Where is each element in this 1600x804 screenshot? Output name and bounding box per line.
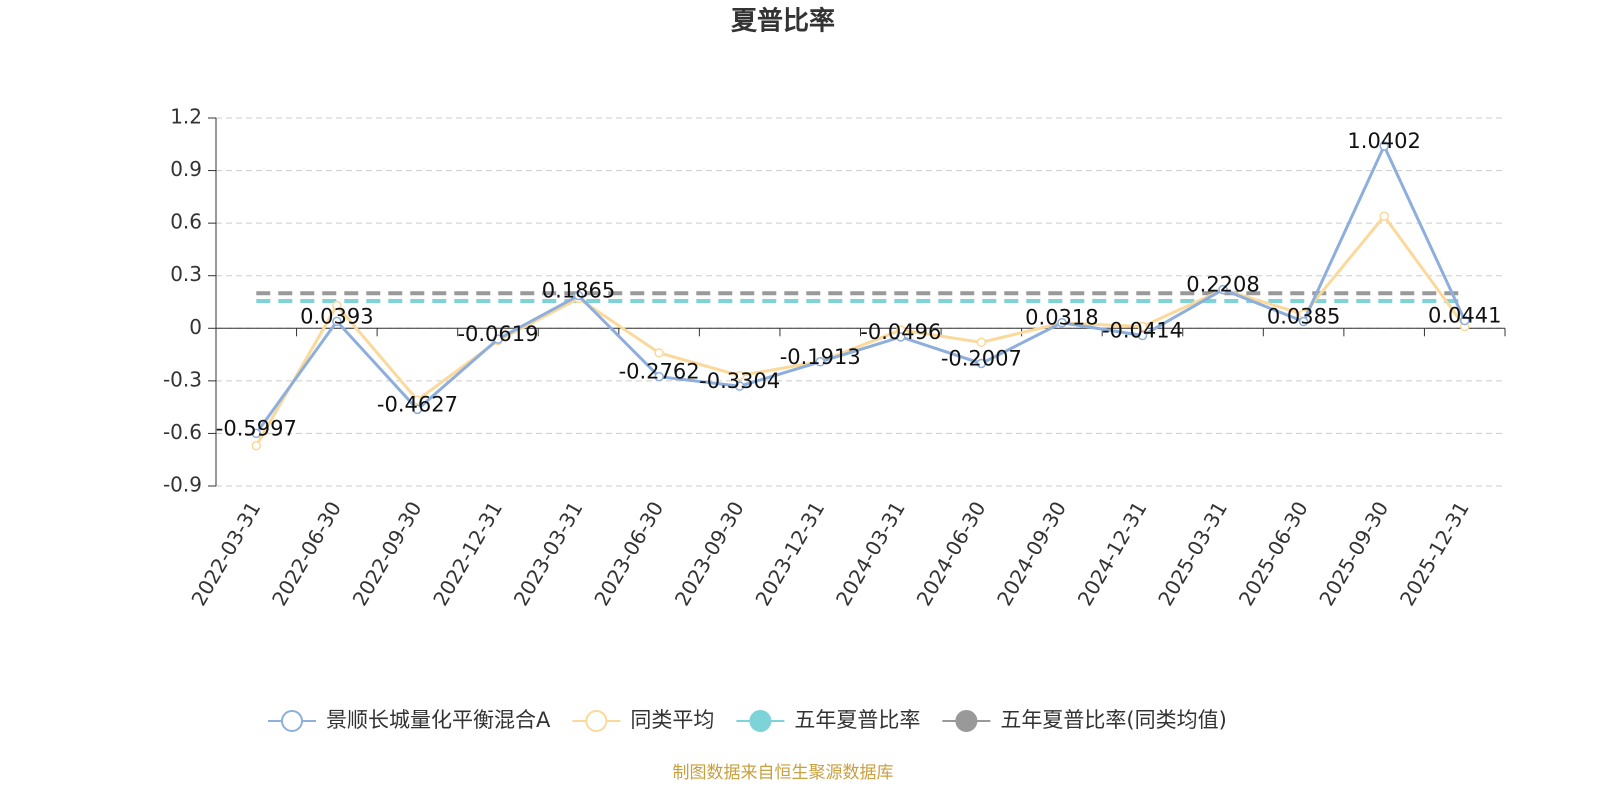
legend-marker <box>955 710 978 732</box>
data-label: 0.2208 <box>1186 273 1259 297</box>
x-tick-label: 2025-03-31 <box>1153 497 1232 610</box>
point <box>1218 284 1228 295</box>
source-note: 制图数据来自恒生聚源数据库 <box>673 763 894 783</box>
x-tick-label: 2025-06-30 <box>1234 497 1313 610</box>
point <box>896 332 906 342</box>
point <box>734 370 745 381</box>
point <box>1379 141 1389 151</box>
legend-marker <box>749 710 772 732</box>
point <box>332 316 342 327</box>
x-tick-label: 2025-09-30 <box>1314 497 1393 610</box>
y-tick-label: 0.3 <box>170 262 202 286</box>
legend-marker <box>585 710 608 732</box>
legend-label: 景顺长城量化平衡混合A <box>326 708 551 732</box>
data-label: -0.4627 <box>377 392 458 416</box>
point <box>251 440 262 451</box>
point <box>251 428 262 439</box>
series-line <box>255 142 1467 435</box>
data-label: 0.1865 <box>542 279 615 303</box>
legend-label: 五年夏普比率 <box>794 708 920 732</box>
data-label: 1.0402 <box>1347 129 1420 153</box>
point <box>1379 211 1389 221</box>
y-tick-label: 1.2 <box>170 105 202 129</box>
data-label: 0.0385 <box>1267 305 1340 329</box>
point <box>815 357 825 367</box>
x-tick-label: 2022-06-30 <box>267 497 346 610</box>
x-tick-label: 2023-12-31 <box>750 497 829 610</box>
y-tick-label: -0.9 <box>163 473 202 497</box>
x-tick-label: 2023-09-30 <box>670 497 749 610</box>
point <box>1137 321 1148 332</box>
chart-title: 夏普比率 <box>731 6 835 37</box>
y-tick-label: 0 <box>189 315 202 339</box>
data-label: -0.3304 <box>699 369 780 393</box>
x-tick-label: 2022-12-31 <box>428 497 507 610</box>
point <box>1057 317 1067 328</box>
data-label: -0.2007 <box>941 346 1022 370</box>
point <box>654 348 664 358</box>
y-tick-label: -0.3 <box>163 367 202 391</box>
series-line <box>254 213 1466 447</box>
point <box>412 404 423 415</box>
x-tick-label: 2022-09-30 <box>348 497 427 610</box>
data-label: 0.0393 <box>300 304 373 328</box>
data-label: -0.1913 <box>780 345 861 369</box>
point <box>654 371 664 382</box>
point <box>976 358 987 369</box>
point <box>976 337 987 348</box>
point <box>412 395 423 405</box>
point <box>734 381 745 391</box>
point <box>332 300 342 311</box>
legend-marker <box>281 710 303 732</box>
x-tick-label: 2024-12-31 <box>1073 497 1152 610</box>
x-tick-label: 2024-09-30 <box>992 497 1071 610</box>
point <box>573 290 584 301</box>
x-tick-label: 2024-03-31 <box>831 497 910 610</box>
data-label: -0.2762 <box>619 360 700 384</box>
data-label: 0.0318 <box>1025 306 1098 330</box>
legend-label: 同类平均 <box>630 708 714 732</box>
data-label: 0.0441 <box>1428 304 1501 328</box>
x-tick-label: 2025-12-31 <box>1395 497 1474 610</box>
data-label: -0.0619 <box>457 322 538 346</box>
x-tick-label: 2023-06-30 <box>589 497 668 610</box>
y-tick-label: 0.9 <box>170 157 202 181</box>
x-tick-label: 2023-03-31 <box>509 497 588 610</box>
legend-label: 五年夏普比率(同类均值) <box>1000 708 1226 732</box>
y-tick-label: 0.6 <box>170 210 202 234</box>
data-label: -0.5997 <box>216 416 297 440</box>
x-tick-label: 2024-06-30 <box>912 497 991 610</box>
data-label: -0.0414 <box>1102 319 1183 343</box>
point <box>1137 330 1148 341</box>
point <box>493 334 503 344</box>
x-tick-label: 2022-03-31 <box>186 497 265 610</box>
point <box>1459 315 1470 326</box>
data-label: -0.0496 <box>860 320 941 344</box>
point <box>1298 316 1309 327</box>
y-tick-label: -0.6 <box>163 420 202 444</box>
